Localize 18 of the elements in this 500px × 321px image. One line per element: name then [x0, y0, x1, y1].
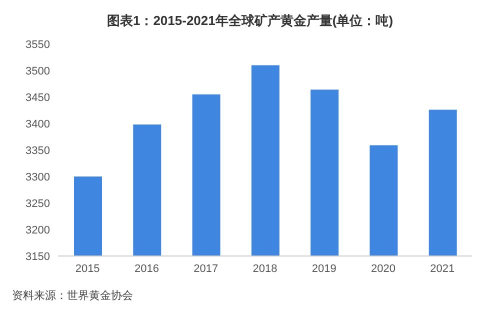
y-tick-label: 3300: [26, 171, 50, 184]
y-tick-label: 3400: [26, 118, 50, 130]
y-tick-label: 3550: [26, 38, 50, 51]
y-tick-label: 3150: [26, 250, 50, 263]
y-tick-label: 3250: [26, 198, 50, 210]
x-tick-label: 2016: [134, 262, 159, 275]
x-tick-label: 2019: [312, 262, 336, 275]
x-tick-label: 2018: [252, 262, 278, 275]
y-tick-label: 3200: [26, 224, 50, 236]
x-tick-label: 2017: [194, 262, 218, 275]
y-tick-label: 3450: [26, 92, 50, 104]
chart-title: 图表1：2015-2021年全球矿产黄金产量(单位：吨): [106, 12, 394, 30]
x-tick-label: 2021: [430, 262, 455, 275]
x-tick-label: 2015: [75, 262, 100, 275]
y-tick-label: 3500: [26, 65, 50, 78]
x-tick-label: 2020: [371, 262, 396, 275]
y-tick-label: 3350: [26, 144, 50, 157]
text: 资料来源：世界黄金协会: [11, 289, 134, 303]
